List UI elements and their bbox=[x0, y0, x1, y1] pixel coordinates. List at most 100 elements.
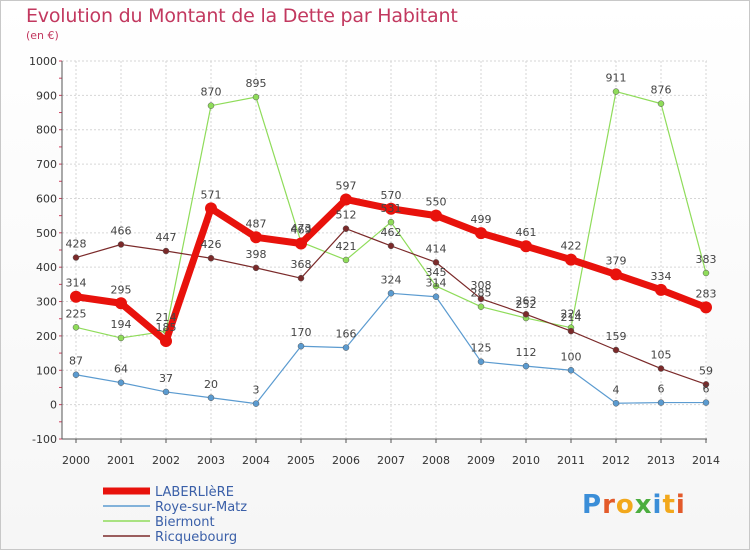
series-point-0 bbox=[700, 301, 712, 314]
y-tick-label: -100 bbox=[32, 433, 57, 446]
data-label: 6 bbox=[703, 383, 710, 396]
data-label: 570 bbox=[381, 189, 402, 202]
series-point-0 bbox=[565, 253, 577, 266]
series-point-2 bbox=[432, 282, 440, 290]
x-tick-label: 2010 bbox=[512, 454, 540, 467]
chart-title: Evolution du Montant de la Dette par Hab… bbox=[26, 5, 458, 27]
legend-label: Ricquebourg bbox=[155, 530, 237, 545]
series-point-1 bbox=[612, 400, 620, 407]
series-point-3 bbox=[207, 254, 215, 262]
series-point-3 bbox=[432, 259, 440, 266]
data-label: 911 bbox=[606, 72, 627, 85]
series-point-3 bbox=[252, 264, 260, 272]
series-point-0 bbox=[250, 231, 262, 244]
data-label: 895 bbox=[246, 77, 267, 90]
series-point-2 bbox=[702, 269, 710, 277]
data-label: 6 bbox=[658, 383, 665, 396]
x-tick-label: 2009 bbox=[467, 454, 495, 467]
series-point-3 bbox=[297, 274, 305, 282]
series-point-2 bbox=[72, 324, 80, 331]
data-label: 487 bbox=[246, 217, 267, 230]
data-label: 473 bbox=[291, 222, 312, 235]
series-point-2 bbox=[207, 102, 215, 109]
series-point-1 bbox=[657, 399, 665, 406]
data-label: 166 bbox=[336, 328, 357, 341]
series-point-1 bbox=[522, 362, 530, 370]
series-point-0 bbox=[160, 335, 172, 348]
data-label: 125 bbox=[471, 342, 492, 355]
data-label: 308 bbox=[471, 279, 492, 292]
series-point-0 bbox=[520, 240, 532, 253]
series-point-3 bbox=[387, 242, 395, 250]
data-label: 214 bbox=[156, 311, 177, 324]
y-tick-label: 900 bbox=[36, 89, 57, 102]
series-point-0 bbox=[340, 193, 352, 206]
data-label: 224 bbox=[561, 308, 582, 321]
data-label: 64 bbox=[114, 363, 128, 376]
x-tick-label: 2006 bbox=[332, 454, 360, 467]
series-point-2 bbox=[342, 256, 350, 264]
data-label: 314 bbox=[426, 277, 447, 290]
series-point-2 bbox=[612, 88, 620, 95]
y-tick-label: 500 bbox=[36, 227, 57, 240]
y-tick-label: 400 bbox=[36, 261, 57, 274]
y-tick-label: 600 bbox=[36, 192, 57, 205]
x-tick-label: 2014 bbox=[692, 454, 720, 467]
legend-label: LABERLIèRE bbox=[155, 485, 234, 500]
series-point-0 bbox=[70, 290, 82, 303]
x-tick-label: 2005 bbox=[287, 454, 315, 467]
legend-label: Biermont bbox=[155, 515, 215, 530]
data-label: 571 bbox=[201, 188, 222, 201]
series-point-3 bbox=[657, 365, 665, 372]
data-label: 499 bbox=[471, 213, 492, 226]
series-point-0 bbox=[655, 283, 667, 296]
data-label: 334 bbox=[651, 270, 672, 283]
data-label: 283 bbox=[696, 287, 717, 300]
y-tick-label: 0 bbox=[50, 399, 57, 412]
series-point-0 bbox=[205, 202, 217, 215]
series-point-3 bbox=[342, 225, 350, 232]
series-point-3 bbox=[162, 247, 170, 255]
y-tick-label: 700 bbox=[36, 158, 57, 171]
y-tick-label: 100 bbox=[36, 364, 57, 377]
data-label: 295 bbox=[111, 283, 132, 296]
data-label: 159 bbox=[606, 330, 627, 343]
data-label: 531 bbox=[381, 202, 402, 215]
data-label: 466 bbox=[111, 225, 132, 238]
data-label: 170 bbox=[291, 326, 312, 339]
series-point-1 bbox=[72, 371, 80, 378]
series-point-2 bbox=[387, 218, 395, 226]
data-label: 422 bbox=[561, 240, 582, 253]
data-label: 414 bbox=[426, 242, 447, 255]
x-tick-label: 2004 bbox=[242, 454, 270, 467]
series-point-1 bbox=[342, 344, 350, 351]
data-label: 214 bbox=[561, 311, 582, 324]
data-label: 421 bbox=[336, 240, 357, 253]
data-label: 597 bbox=[336, 179, 357, 192]
data-label: 105 bbox=[651, 349, 672, 362]
data-label: 20 bbox=[204, 378, 218, 391]
data-label: 324 bbox=[381, 273, 402, 286]
data-label: 3 bbox=[253, 384, 260, 397]
series-point-3 bbox=[522, 311, 530, 318]
series-point-1 bbox=[387, 290, 395, 297]
data-label: 447 bbox=[156, 231, 177, 244]
series-point-1 bbox=[252, 400, 260, 407]
legend-label: Roye-sur-Matz bbox=[155, 500, 247, 515]
data-label: 37 bbox=[159, 372, 173, 385]
series-point-3 bbox=[702, 381, 710, 388]
data-label: 426 bbox=[201, 238, 222, 251]
series-point-2 bbox=[117, 334, 125, 342]
series-point-2 bbox=[252, 93, 260, 101]
data-label: 550 bbox=[426, 196, 447, 209]
series-point-3 bbox=[477, 295, 485, 303]
x-tick-label: 2011 bbox=[557, 454, 585, 467]
chart-subtitle: (en €) bbox=[26, 29, 59, 42]
series-point-1 bbox=[432, 293, 440, 300]
series-point-3 bbox=[612, 346, 620, 354]
series-point-3 bbox=[567, 327, 575, 335]
proxiti-logo: Proxiti bbox=[582, 490, 686, 520]
data-label: 462 bbox=[381, 226, 402, 239]
y-tick-label: 1000 bbox=[29, 55, 57, 68]
